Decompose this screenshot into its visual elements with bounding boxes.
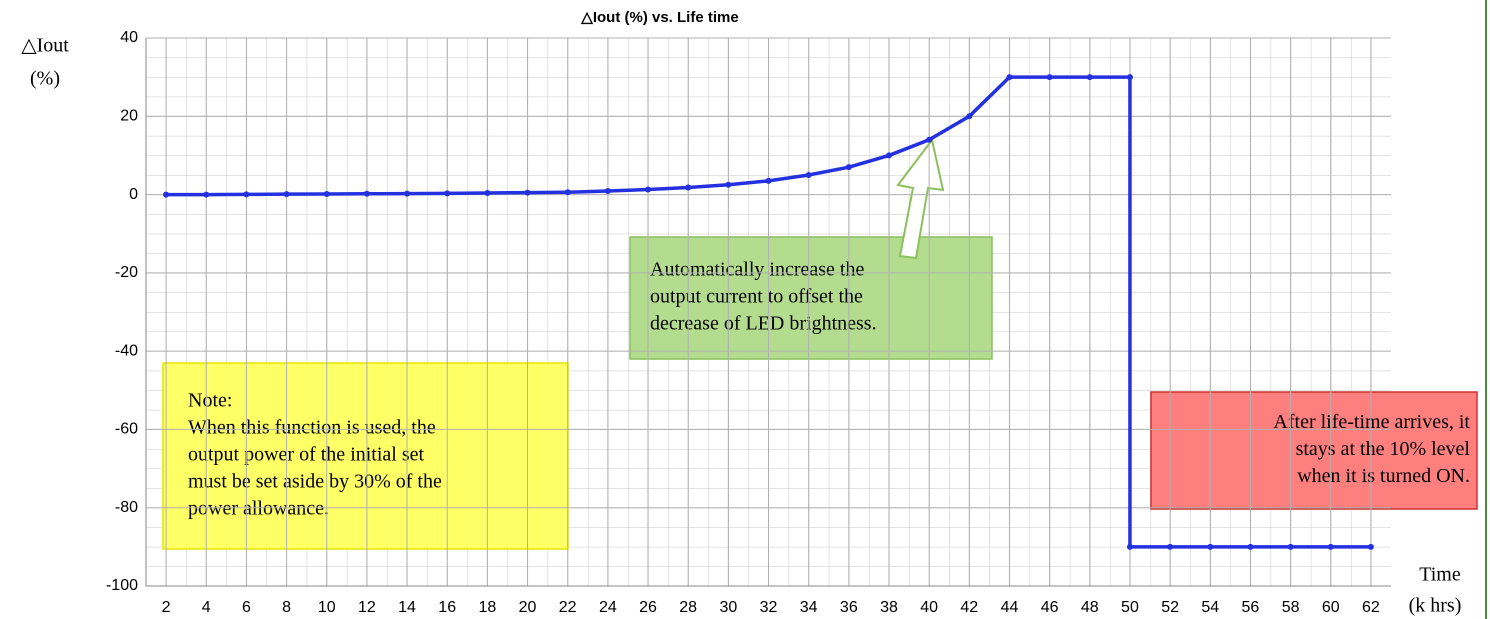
point bbox=[1287, 543, 1294, 550]
x-tick-label: 16 bbox=[438, 599, 456, 616]
x-tick-label: 48 bbox=[1081, 599, 1099, 616]
x-tick-label: 54 bbox=[1201, 599, 1219, 616]
x-tick-label: 14 bbox=[398, 599, 416, 616]
annotation-text: Automatically increase the bbox=[650, 259, 864, 281]
chart-title: △Iout (%) vs. Life time bbox=[580, 9, 738, 26]
annotation-text: output current to offset the bbox=[650, 286, 863, 308]
point bbox=[725, 181, 732, 188]
x-tick-label: 44 bbox=[1001, 599, 1019, 616]
annotation-box bbox=[162, 362, 569, 550]
x-tick-label: 62 bbox=[1362, 599, 1380, 616]
x-axis-label: Time bbox=[1419, 564, 1461, 586]
point bbox=[926, 136, 933, 143]
x-tick-label: 38 bbox=[880, 599, 898, 616]
x-tick-label: 26 bbox=[639, 599, 657, 616]
y-tick-label: -80 bbox=[115, 499, 138, 516]
y-tick-label: -60 bbox=[115, 421, 138, 438]
point bbox=[323, 190, 330, 197]
point bbox=[645, 186, 652, 193]
x-tick-label: 30 bbox=[719, 599, 737, 616]
x-tick-label: 2 bbox=[162, 599, 171, 616]
x-tick-label: 10 bbox=[318, 599, 336, 616]
point bbox=[1167, 543, 1174, 550]
point bbox=[524, 189, 531, 196]
point bbox=[163, 191, 170, 198]
point bbox=[283, 191, 290, 198]
annotation-text: output power of the initial set bbox=[188, 444, 425, 466]
point bbox=[1126, 543, 1133, 550]
point bbox=[363, 190, 370, 197]
point bbox=[484, 190, 491, 197]
point bbox=[1126, 74, 1133, 81]
x-tick-label: 36 bbox=[840, 599, 858, 616]
point bbox=[1247, 543, 1254, 550]
x-tick-label: 28 bbox=[679, 599, 697, 616]
point bbox=[1207, 543, 1214, 550]
point bbox=[404, 190, 411, 197]
x-axis-label: (k hrs) bbox=[1409, 595, 1462, 617]
point bbox=[885, 152, 892, 159]
x-tick-label: 60 bbox=[1322, 599, 1340, 616]
annotation-box bbox=[1150, 391, 1478, 510]
line bbox=[166, 75, 1371, 549]
annotation-box bbox=[629, 236, 993, 360]
point bbox=[604, 188, 611, 195]
annotation-text: When this function is used, the bbox=[188, 417, 436, 439]
point bbox=[966, 113, 973, 120]
x-tick-label: 8 bbox=[282, 599, 291, 616]
x-tick-label: 42 bbox=[960, 599, 978, 616]
x-tick-label: 12 bbox=[358, 599, 376, 616]
x-tick-label: 56 bbox=[1242, 599, 1260, 616]
y-tick-label: 0 bbox=[129, 186, 138, 203]
y-tick-label: 20 bbox=[120, 108, 138, 125]
annotation-text: when it is turned ON. bbox=[1297, 465, 1470, 487]
x-tick-label: 58 bbox=[1282, 599, 1300, 616]
y-tick-label: -20 bbox=[115, 264, 138, 281]
point bbox=[564, 189, 571, 196]
x-tick-label: 34 bbox=[800, 599, 818, 616]
x-tick-label: 20 bbox=[519, 599, 537, 616]
y-tick-label: -100 bbox=[106, 577, 138, 594]
x-tick-label: 22 bbox=[559, 599, 577, 616]
point bbox=[1006, 74, 1013, 81]
annotation-arrow bbox=[896, 137, 945, 260]
point bbox=[444, 190, 451, 197]
point bbox=[765, 177, 772, 184]
annotation-text: power allowance. bbox=[188, 498, 329, 520]
point bbox=[243, 191, 250, 198]
x-tick-label: 40 bbox=[920, 599, 938, 616]
x-tick-label: 52 bbox=[1161, 599, 1179, 616]
x-tick-label: 24 bbox=[599, 599, 617, 616]
annotation-text: must be set aside by 30% of the bbox=[188, 471, 442, 493]
point bbox=[685, 184, 692, 191]
x-tick-label: 6 bbox=[242, 599, 251, 616]
x-tick-label: 50 bbox=[1121, 599, 1139, 616]
y-axis-label: (%) bbox=[30, 68, 60, 90]
x-tick-label: 46 bbox=[1041, 599, 1059, 616]
point bbox=[203, 191, 210, 198]
y-tick-label: 40 bbox=[120, 29, 138, 46]
point bbox=[845, 164, 852, 171]
x-tick-label: 18 bbox=[478, 599, 496, 616]
y-tick-label: -40 bbox=[115, 342, 138, 359]
annotation-text: Note: bbox=[188, 390, 232, 412]
annotation-text: decrease of LED brightness. bbox=[650, 313, 877, 335]
point bbox=[1046, 74, 1053, 81]
x-tick-label: 4 bbox=[202, 599, 211, 616]
annotation-text: After life-time arrives, it bbox=[1273, 411, 1470, 433]
point bbox=[1327, 543, 1334, 550]
annotation-text: stays at the 10% level bbox=[1296, 438, 1471, 460]
y-axis-label: △Iout bbox=[21, 35, 69, 57]
point bbox=[805, 172, 812, 178]
point bbox=[1086, 74, 1093, 81]
point bbox=[1367, 543, 1374, 550]
x-tick-label: 32 bbox=[760, 599, 778, 616]
